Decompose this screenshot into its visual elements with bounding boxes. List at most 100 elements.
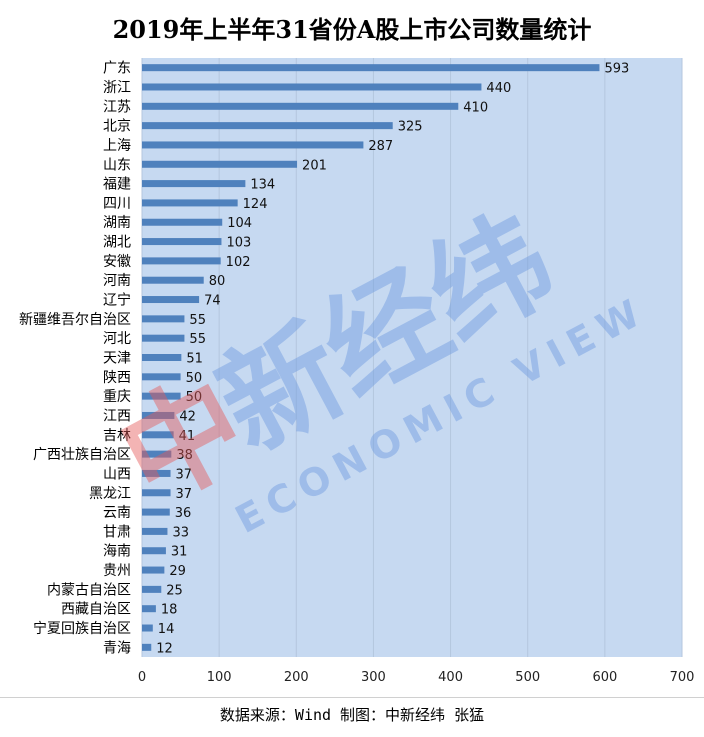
bar — [142, 276, 204, 284]
value-label: 29 — [169, 564, 186, 579]
category-label: 广东 — [103, 61, 131, 77]
x-tick-label: 200 — [284, 670, 309, 685]
category-label: 青海 — [103, 640, 131, 656]
bar — [142, 218, 223, 226]
bar — [142, 257, 221, 265]
category-label: 江苏 — [103, 99, 131, 115]
value-label: 55 — [189, 313, 206, 328]
divider — [0, 697, 704, 698]
category-label: 四川 — [103, 196, 131, 212]
bar — [142, 392, 181, 400]
bar — [142, 585, 162, 593]
value-label: 593 — [604, 62, 629, 77]
value-label: 440 — [486, 81, 511, 96]
category-label: 云南 — [103, 505, 131, 521]
category-label: 广西壮族自治区 — [33, 447, 131, 463]
category-label: 浙江 — [103, 80, 131, 96]
value-label: 55 — [189, 332, 206, 347]
bar — [142, 296, 200, 304]
bar — [142, 489, 171, 497]
category-label: 重庆 — [103, 389, 131, 405]
value-label: 51 — [186, 352, 203, 367]
value-label: 201 — [302, 158, 327, 173]
category-label: 山东 — [103, 157, 131, 173]
value-label: 325 — [398, 120, 423, 135]
bar — [142, 83, 482, 91]
bar — [142, 508, 170, 516]
value-label: 134 — [250, 178, 275, 193]
x-tick-label: 600 — [592, 670, 617, 685]
bar — [142, 199, 238, 207]
category-label: 江西 — [103, 408, 131, 424]
bar — [142, 431, 174, 439]
category-label: 宁夏回族自治区 — [33, 620, 131, 637]
value-label: 42 — [179, 409, 196, 424]
x-axis-ticks: 0 100 200 300 400 500 600 700 — [138, 670, 695, 685]
value-label: 36 — [175, 506, 192, 521]
category-label: 西藏自治区 — [61, 602, 131, 618]
bars — [142, 64, 600, 651]
category-label: 河南 — [103, 273, 131, 289]
bar — [142, 373, 181, 381]
category-label: 上海 — [103, 138, 131, 154]
bar — [142, 334, 185, 342]
value-label: 50 — [186, 390, 203, 405]
bar — [142, 411, 175, 419]
category-label: 福建 — [103, 177, 131, 193]
source-note: 数据来源：Wind 制图：中新经纬 张猛 — [219, 706, 485, 724]
bar — [142, 354, 182, 361]
category-label: 新疆维吾尔自治区 — [19, 312, 131, 328]
category-label: 陕西 — [103, 370, 131, 386]
bar — [142, 102, 459, 110]
value-label: 33 — [172, 525, 189, 540]
category-label: 北京 — [103, 119, 131, 135]
bar — [142, 469, 171, 477]
value-label: 37 — [176, 467, 193, 482]
value-label: 38 — [176, 448, 193, 463]
bar — [142, 624, 153, 632]
value-label: 18 — [161, 603, 178, 618]
bar — [142, 315, 185, 323]
x-tick-label: 400 — [438, 670, 463, 685]
value-label: 102 — [226, 255, 251, 270]
chart-title: 2019年上半年31省份A股上市公司数量统计 — [112, 15, 592, 44]
bar — [142, 605, 156, 613]
category-label: 内蒙古自治区 — [47, 582, 131, 598]
value-label: 410 — [463, 100, 488, 115]
value-label: 14 — [158, 622, 175, 637]
value-label: 41 — [179, 429, 196, 444]
value-label: 103 — [226, 236, 251, 251]
bar — [142, 643, 152, 651]
bar — [142, 547, 166, 555]
bar — [142, 64, 600, 72]
category-label: 甘肃 — [103, 524, 131, 540]
category-label: 山西 — [103, 466, 131, 482]
category-labels: 广东浙江江苏北京上海山东福建四川湖南湖北安徽河南辽宁新疆维吾尔自治区河北天津陕西… — [19, 61, 131, 657]
bar — [142, 527, 168, 535]
value-label: 25 — [166, 583, 183, 598]
value-label: 287 — [368, 139, 393, 154]
x-tick-label: 0 — [138, 670, 146, 685]
value-label: 12 — [156, 641, 173, 656]
value-label: 124 — [243, 197, 268, 212]
value-label: 37 — [176, 487, 193, 502]
category-label: 湖南 — [103, 215, 131, 231]
value-label: 31 — [171, 545, 188, 560]
bar — [142, 141, 364, 149]
category-label: 天津 — [103, 351, 131, 367]
category-label: 海南 — [103, 544, 131, 560]
bar — [142, 566, 165, 574]
category-label: 黑龙江 — [89, 486, 131, 502]
category-label: 贵州 — [103, 563, 131, 579]
value-label: 104 — [227, 216, 252, 231]
plot-area — [142, 58, 682, 657]
category-label: 安徽 — [103, 254, 131, 270]
x-tick-label: 300 — [361, 670, 386, 685]
bar — [142, 180, 246, 188]
gridlines — [141, 58, 683, 657]
bar — [142, 122, 393, 130]
category-label: 湖北 — [103, 235, 131, 251]
category-label: 河北 — [103, 331, 131, 347]
